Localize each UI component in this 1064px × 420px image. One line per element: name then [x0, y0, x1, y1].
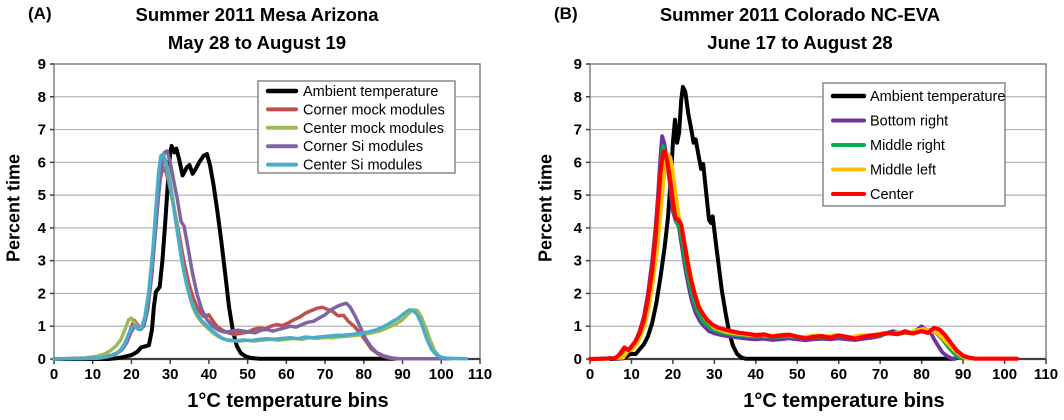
x-tick-label: 80	[913, 366, 930, 383]
y-tick-label: 4	[38, 220, 47, 237]
x-tick-label: 50	[239, 366, 256, 383]
x-tick-label: 0	[50, 366, 58, 383]
legend-label: Center mock modules	[303, 121, 444, 137]
x-tick-label: 100	[429, 366, 454, 383]
chart-b-y-axis-title: Percent time	[535, 153, 556, 263]
y-tick-label: 9	[574, 56, 582, 73]
series-line-center	[587, 148, 1020, 362]
y-tick-label: 3	[38, 253, 46, 270]
panel-b-label: (B)	[554, 4, 578, 23]
x-tick-label: 90	[955, 366, 972, 383]
x-tick-label: 80	[355, 366, 372, 383]
legend-label: Center Si modules	[303, 158, 422, 174]
y-tick-label: 1	[574, 318, 582, 335]
chart-panel-a: 0 10 20 30 40 50 60 70 80 90 100 110 0 1 2 3 4 5 6 7 8 9 Ambie…	[3, 1, 493, 412]
x-tick-label: 30	[162, 366, 179, 383]
chart-a-title-line2: May 28 to August 19	[167, 32, 347, 53]
x-tick-label: 30	[706, 366, 723, 383]
y-tick-label: 8	[574, 89, 582, 106]
chart-b-title-line2: June 17 to August 28	[707, 32, 893, 53]
x-tick-label: 60	[278, 366, 295, 383]
y-tick-label: 0	[574, 351, 582, 368]
x-tick-label: 10	[84, 366, 101, 383]
series-line-ambient-temperature	[608, 84, 957, 361]
y-tick-label: 8	[38, 89, 46, 106]
x-tick-label: 40	[201, 366, 218, 383]
y-tick-label: 4	[574, 220, 583, 237]
chart-a-plot-area: 0 10 20 30 40 50 60 70 80 90 100 110 0 1 2 3 4 5 6 7 8 9 Ambie…	[38, 56, 492, 383]
legend-label: Ambient temperature	[870, 89, 1005, 105]
legend-label: Center	[870, 187, 914, 203]
legend-label: Ambient temperature	[303, 84, 438, 100]
series-line-ambient-temperature	[52, 143, 397, 361]
chart-b-x-axis-title: 1°C temperature bins	[743, 390, 945, 412]
legend-label: Corner Si modules	[303, 139, 423, 155]
x-tick-label: 40	[747, 366, 764, 383]
x-tick-label: 70	[872, 366, 889, 383]
x-tick-label: 70	[317, 366, 334, 383]
x-tick-label: 20	[123, 366, 140, 383]
y-tick-label: 5	[38, 187, 46, 204]
series-line-center-si-modules	[52, 152, 469, 361]
y-tick-label: 7	[38, 122, 46, 139]
chart-b-title-line1: Summer 2011 Colorado NC-EVA	[659, 4, 941, 25]
legend-label: Middle right	[870, 138, 945, 154]
chart-a-title-line1: Summer 2011 Mesa Arizona	[135, 4, 379, 25]
chart-panel-b: 0 10 20 30 40 50 60 70 80 90 100 110 0 1 2 3 4 5 6 7 8 9 Ambie…	[532, 0, 1064, 420]
y-tick-label: 9	[38, 56, 46, 73]
y-tick-label: 6	[574, 154, 582, 171]
chart-a-x-axis-title: 1°C temperature bins	[187, 390, 389, 412]
y-tick-label: 2	[38, 285, 46, 302]
x-tick-label: 20	[665, 366, 682, 383]
legend-label: Middle left	[870, 163, 936, 179]
x-tick-label: 110	[1034, 366, 1058, 383]
y-tick-label: 0	[38, 351, 46, 368]
y-tick-label: 7	[574, 122, 582, 139]
y-tick-label: 3	[574, 253, 582, 270]
legend-label: Bottom right	[870, 114, 948, 130]
chart-b-title: Summer 2011 Colorado NC-EVA June 17 to A…	[572, 1, 1028, 57]
y-tick-label: 5	[574, 187, 582, 204]
x-tick-label: 110	[468, 366, 492, 383]
panel-a-label: (A)	[28, 4, 52, 23]
x-tick-label: 10	[623, 366, 640, 383]
x-tick-label: 60	[830, 366, 847, 383]
chart-a-title: Summer 2011 Mesa Arizona May 28 to Augus…	[44, 1, 470, 57]
legend-label: Corner mock modules	[303, 102, 445, 118]
chart-b-plot-area: 0 10 20 30 40 50 60 70 80 90 100 110 0 1 2 3 4 5 6 7 8 9 Ambie…	[574, 56, 1058, 383]
x-tick-label: 50	[789, 366, 806, 383]
x-tick-label: 90	[394, 366, 411, 383]
x-tick-label: 100	[992, 366, 1017, 383]
y-tick-label: 1	[38, 318, 46, 335]
chart-a-y-axis-title: Percent time	[3, 153, 24, 263]
y-tick-label: 2	[574, 285, 582, 302]
y-tick-label: 6	[38, 154, 46, 171]
x-tick-label: 0	[586, 366, 594, 383]
